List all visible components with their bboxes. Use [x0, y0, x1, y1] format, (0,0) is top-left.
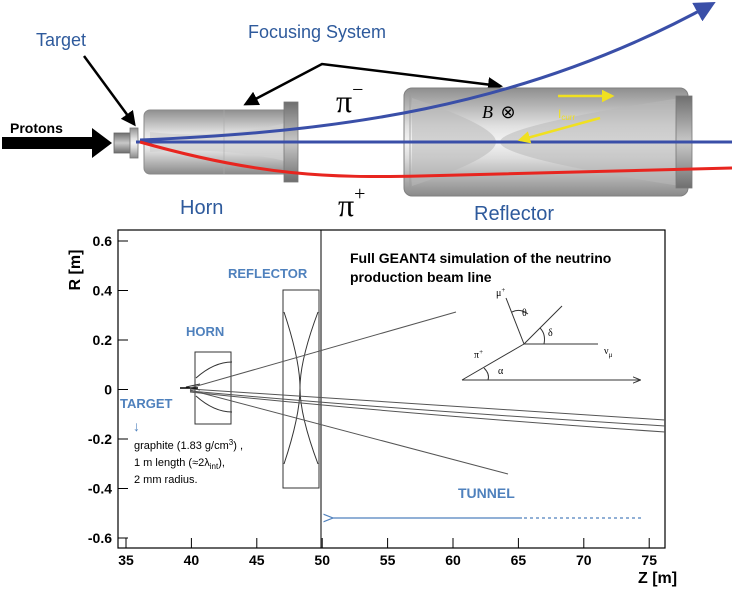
into-page-symbol: ⊗: [501, 102, 516, 122]
y-tick-label: 0.2: [93, 332, 113, 348]
pion-track: [461, 343, 525, 381]
current-arrow-bottom: [517, 116, 601, 144]
alpha-label: α: [498, 366, 504, 377]
simulation-title-line1: Full GEANT4 simulation of the neutrino: [350, 250, 611, 266]
x-tick-label: 40: [184, 552, 200, 568]
x-tick-label: 65: [511, 552, 527, 568]
particle-tracks: [189, 311, 666, 475]
x-tick-label: 60: [445, 552, 461, 568]
protons-arrow: [2, 128, 112, 158]
protons-label: Protons: [10, 120, 63, 136]
pi-plus-trajectory: [139, 140, 732, 179]
x-axis: 35 40 45 50 55 60 65 70 75: [118, 538, 657, 568]
x-tick-label: 50: [314, 552, 330, 568]
pi-minus-trajectory: [139, 1, 716, 142]
simulation-title-line2: production beam line: [350, 269, 492, 285]
horn-plot-label: HORN: [186, 324, 224, 339]
top-illustration: Target Focusing System Protons: [2, 1, 732, 225]
decay-kinematics-sketch: [461, 297, 640, 381]
nu-label: νμ: [604, 346, 613, 359]
current-label: Icurr: [558, 107, 575, 122]
x-tick-label: 75: [641, 552, 657, 568]
y-axis: 0.6 0.4 0.2 0 -0.2 -0.4 -0.6: [88, 233, 128, 546]
delta-label: δ: [548, 328, 553, 339]
pi-minus-label: π−: [336, 79, 363, 119]
tunnel-label: TUNNEL: [458, 485, 515, 501]
x-tick-label: 70: [576, 552, 592, 568]
direction-line: [523, 305, 563, 345]
y-tick-label: -0.2: [88, 431, 112, 447]
reflector-plot-label: REFLECTOR: [228, 266, 308, 281]
target-pointer-arrow: [82, 55, 136, 127]
reflector-label: Reflector: [474, 203, 554, 225]
x-tick-label: 45: [249, 552, 265, 568]
y-tick-label: -0.6: [88, 530, 112, 546]
reflector-outline: [282, 289, 320, 489]
mu-label: μ+: [496, 286, 505, 299]
pi-sketch-label: π+: [474, 348, 483, 361]
y-tick-label: -0.4: [88, 481, 112, 497]
b-field-label: B ⊗: [482, 102, 516, 122]
graphite-line2: 1 m length (≈2λint),: [134, 457, 225, 471]
theta-label: θ: [522, 308, 527, 319]
x-tick-label: 35: [118, 552, 134, 568]
focusing-system-label: Focusing System: [248, 22, 386, 42]
y-tick-label: 0: [104, 382, 112, 398]
y-tick-label: 0.6: [93, 233, 113, 249]
x-axis-label: Z [m]: [638, 570, 677, 587]
focusing-system-arrows: [243, 62, 503, 106]
pi-plus-label: π+: [338, 183, 365, 223]
simulation-plot: 0.6 0.4 0.2 0 -0.2 -0.4 -0.6 35 40 45 50 55 60 65 70 7…: [67, 229, 677, 587]
muon-track: [505, 297, 525, 345]
horn-label: Horn: [180, 197, 223, 219]
target-plot-label: TARGET: [120, 396, 173, 411]
graphite-line1: graphite (1.83 g/cm3) ,: [134, 438, 243, 452]
y-axis-label: R [m]: [67, 250, 84, 291]
x-tick-label: 55: [380, 552, 396, 568]
graphite-line3: 2 mm radius.: [134, 474, 198, 486]
target-down-arrow: ↓: [133, 418, 140, 434]
y-tick-label: 0.4: [93, 283, 113, 299]
target-label: Target: [36, 30, 86, 50]
target-device: [113, 127, 139, 159]
